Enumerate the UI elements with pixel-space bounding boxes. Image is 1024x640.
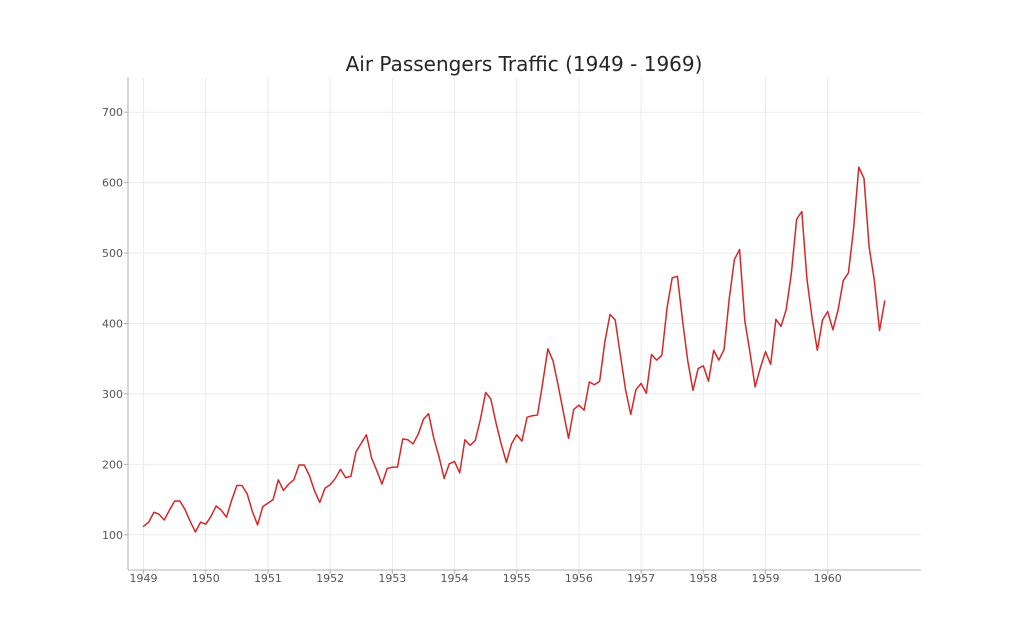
x-tick-label-1954: 1954 (441, 572, 469, 585)
x-tick-label-1958: 1958 (689, 572, 717, 585)
y-tick-label-300: 300 (102, 388, 123, 401)
x-tick-label-1955: 1955 (503, 572, 531, 585)
x-tick-label-1953: 1953 (378, 572, 406, 585)
x-tick-label-1957: 1957 (627, 572, 655, 585)
x-tick-label-1956: 1956 (565, 572, 593, 585)
series-layer (142, 166, 886, 533)
series-line-passengers (142, 166, 886, 533)
gridlines (128, 77, 921, 570)
x-tick-label-1960: 1960 (814, 572, 842, 585)
x-tick-label-1952: 1952 (316, 572, 344, 585)
y-tick-label-400: 400 (102, 318, 123, 331)
x-tick-label-1959: 1959 (752, 572, 780, 585)
y-tick-label-100: 100 (102, 529, 123, 542)
x-tick-label-1951: 1951 (254, 572, 282, 585)
x-tick-label-1950: 1950 (192, 572, 220, 585)
axes: 1949 1950 1951 1952 1953 1954 1955 1956 1957 1958… (102, 77, 921, 585)
y-tick-label-200: 200 (102, 458, 123, 471)
chart-title: Air Passengers Traffic (1949 - 1969) (346, 52, 703, 76)
x-tick-label-1949: 1949 (130, 572, 158, 585)
y-tick-label-500: 500 (102, 247, 123, 260)
y-tick-label-600: 600 (102, 177, 123, 190)
y-tick-label-700: 700 (102, 106, 123, 119)
